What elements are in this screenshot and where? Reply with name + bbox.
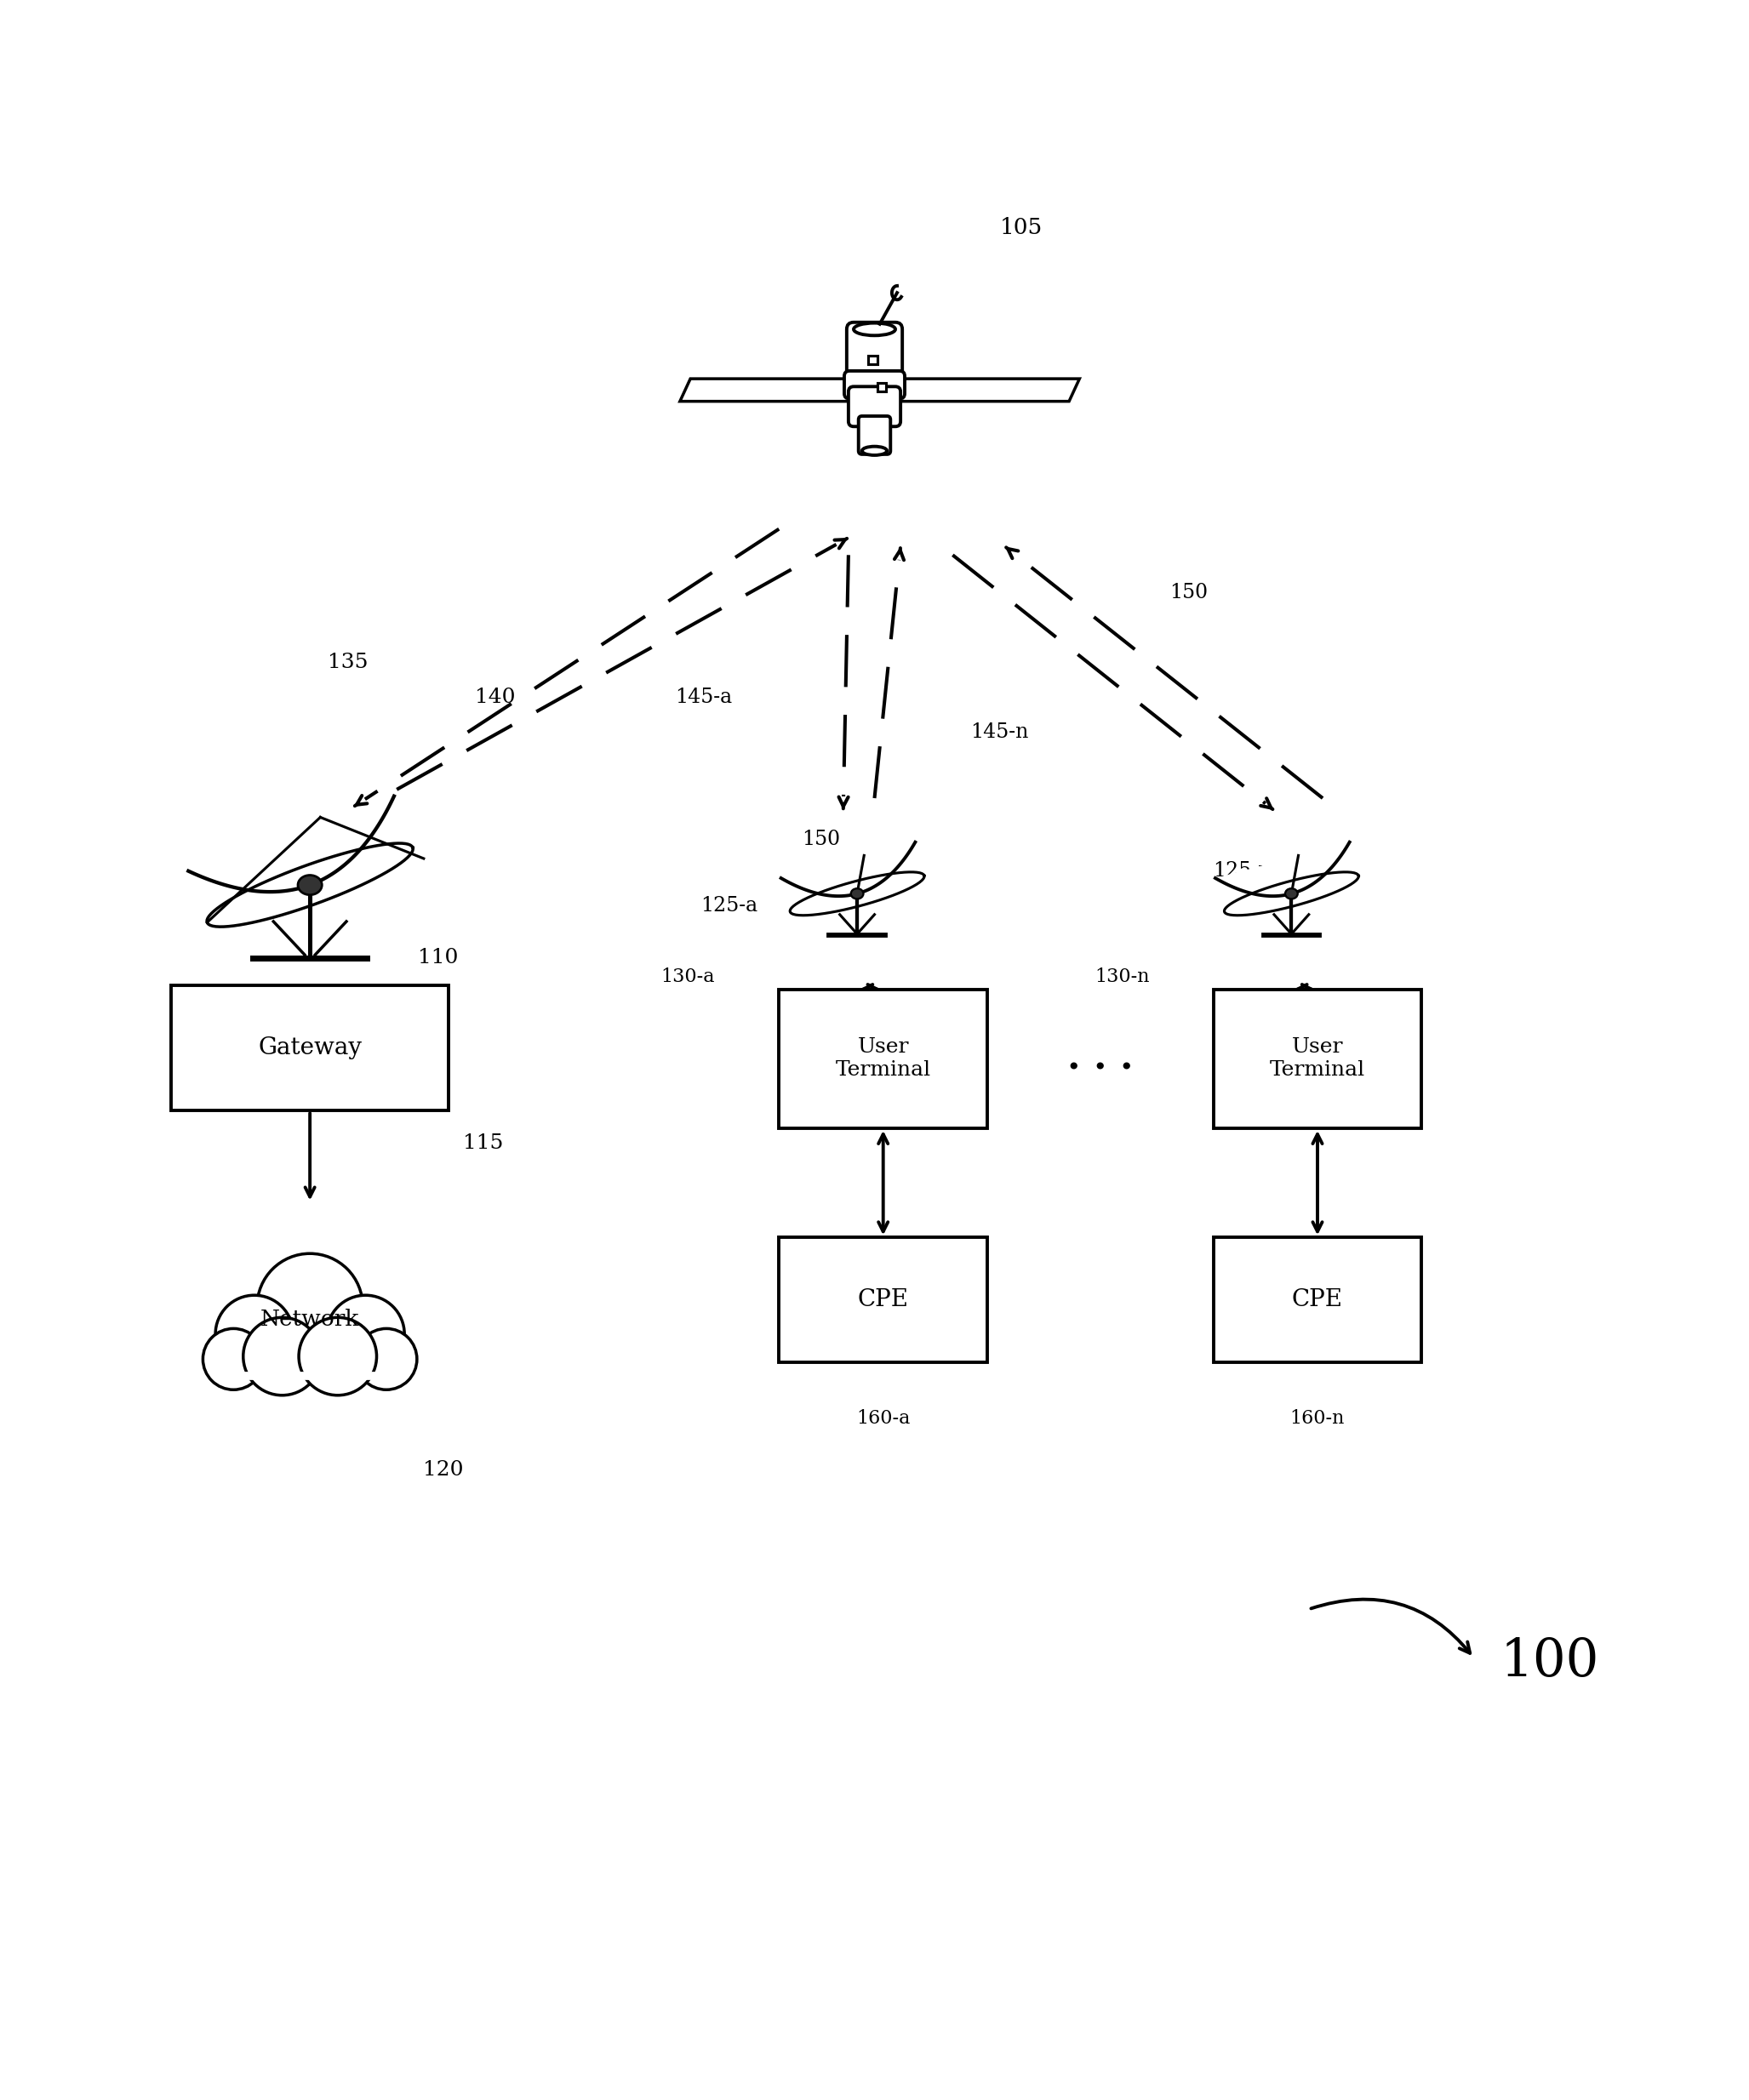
FancyBboxPatch shape [848, 386, 901, 426]
Text: CPE: CPE [1293, 1289, 1343, 1312]
Ellipse shape [854, 323, 895, 336]
Text: 145-n: 145-n [971, 722, 1028, 741]
Text: 110: 110 [418, 947, 458, 968]
Circle shape [327, 1296, 404, 1373]
Text: 160-n: 160-n [1291, 1409, 1345, 1428]
Bar [1214, 989, 1422, 1128]
Bar [869, 355, 876, 363]
Circle shape [355, 1329, 416, 1390]
Polygon shape [782, 842, 915, 897]
Text: CPE: CPE [857, 1289, 909, 1312]
Polygon shape [888, 378, 1079, 401]
Polygon shape [189, 796, 394, 892]
Text: Gateway: Gateway [259, 1037, 362, 1060]
Text: 160-a: 160-a [857, 1409, 909, 1428]
Bar [778, 989, 988, 1128]
Ellipse shape [850, 888, 864, 899]
Text: 150: 150 [801, 830, 840, 848]
Text: 105: 105 [1000, 216, 1042, 237]
Ellipse shape [297, 876, 322, 895]
Text: 130-n: 130-n [1095, 968, 1151, 987]
Circle shape [215, 1296, 294, 1373]
Text: Network: Network [261, 1308, 360, 1329]
Bar [1214, 1237, 1422, 1363]
Text: 135: 135 [327, 653, 367, 672]
Text: 130-a: 130-a [661, 968, 715, 987]
Text: 115: 115 [463, 1134, 504, 1153]
Ellipse shape [862, 447, 887, 456]
Circle shape [257, 1254, 362, 1359]
Text: . . .: . . . [1067, 1040, 1133, 1077]
Bar [171, 985, 449, 1111]
FancyBboxPatch shape [847, 321, 902, 384]
Text: 125-a: 125-a [701, 897, 757, 916]
Bar [876, 382, 885, 393]
Circle shape [243, 1317, 322, 1394]
FancyBboxPatch shape [859, 416, 890, 454]
FancyBboxPatch shape [845, 372, 904, 399]
Text: 150: 150 [1170, 584, 1209, 603]
Bar [778, 1237, 988, 1363]
Ellipse shape [1286, 888, 1298, 899]
Circle shape [299, 1317, 376, 1394]
Circle shape [203, 1329, 264, 1390]
Text: User
Terminal: User Terminal [1270, 1037, 1366, 1079]
Text: User
Terminal: User Terminal [836, 1037, 930, 1079]
Text: 140: 140 [476, 687, 516, 708]
Text: 145-a: 145-a [675, 687, 731, 708]
Polygon shape [680, 378, 871, 401]
Polygon shape [1216, 842, 1350, 897]
FancyArrowPatch shape [1312, 1600, 1469, 1653]
Text: 125-n: 125-n [1214, 861, 1272, 880]
Text: 100: 100 [1501, 1636, 1599, 1686]
Text: 120: 120 [423, 1460, 463, 1480]
